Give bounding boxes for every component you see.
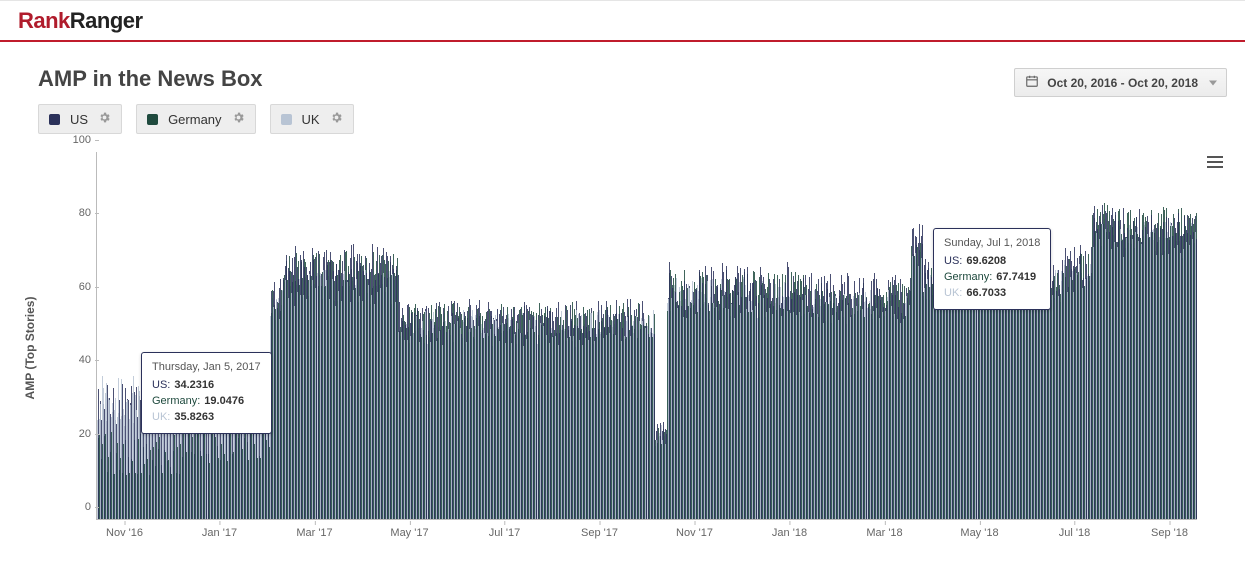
tooltip-row: Germany: 67.7419 (944, 270, 1040, 286)
gear-icon[interactable] (330, 111, 343, 127)
x-tick: Jul '18 (1059, 527, 1090, 539)
x-tick: May '18 (960, 527, 998, 539)
x-tick: Mar '17 (296, 527, 332, 539)
tooltip: Thursday, Jan 5, 2017 US: 34.2316Germany:… (141, 352, 272, 434)
chart: AMP (Top Stories) 020406080100Nov '16Jan… (38, 148, 1227, 548)
tooltip-row: UK: 35.8263 (152, 410, 261, 426)
tooltip-row: US: 34.2316 (152, 378, 261, 394)
tooltip-row: UK: 66.7033 (944, 286, 1040, 302)
y-tick: 60 (63, 281, 91, 293)
legend-label-uk: UK (302, 112, 320, 127)
legend-swatch-uk (281, 114, 292, 125)
x-tick: Sep '17 (581, 527, 618, 539)
x-tick: Jan '17 (202, 527, 237, 539)
x-tick: Jan '18 (772, 527, 807, 539)
tooltip-row: US: 69.6208 (944, 254, 1040, 270)
tooltip-row: Germany: 19.0476 (152, 394, 261, 410)
x-tick: Jul '17 (489, 527, 520, 539)
y-tick: 100 (63, 134, 91, 146)
bar-us (1196, 239, 1197, 519)
x-tick: Sep '18 (1151, 527, 1188, 539)
x-tick: May '17 (390, 527, 428, 539)
tooltip-date: Thursday, Jan 5, 2017 (152, 360, 261, 376)
brand-part2: Ranger (70, 8, 143, 33)
x-tick: Nov '16 (106, 527, 143, 539)
legend-label-germany: Germany (168, 112, 221, 127)
legend-chip-uk[interactable]: UK (270, 104, 354, 134)
x-tick: Nov '17 (676, 527, 713, 539)
date-range-picker[interactable]: Oct 20, 2016 - Oct 20, 2018 (1014, 68, 1227, 97)
y-tick: 20 (63, 428, 91, 440)
brand-logo: RankRanger (18, 8, 143, 34)
topbar: RankRanger (0, 0, 1245, 42)
tooltip: Sunday, Jul 1, 2018 US: 69.6208Germany: 6… (933, 228, 1051, 310)
y-tick: 40 (63, 354, 91, 366)
chart-menu-button[interactable] (1207, 156, 1223, 168)
legend-swatch-us (49, 114, 60, 125)
x-tick: Mar '18 (866, 527, 902, 539)
calendar-icon (1025, 74, 1039, 91)
legend-label-us: US (70, 112, 88, 127)
date-range-label: Oct 20, 2016 - Oct 20, 2018 (1047, 76, 1198, 90)
y-tick: 80 (63, 207, 91, 219)
tooltip-date: Sunday, Jul 1, 2018 (944, 236, 1040, 252)
legend-swatch-germany (147, 114, 158, 125)
legend-chip-germany[interactable]: Germany (136, 104, 255, 134)
legend: US Germany UK (0, 104, 1245, 148)
gear-icon[interactable] (98, 111, 111, 127)
bars-layer (97, 152, 1197, 519)
y-axis-title: AMP (Top Stories) (23, 297, 37, 400)
legend-chip-us[interactable]: US (38, 104, 122, 134)
brand-part1: Rank (18, 8, 70, 33)
plot-area: 020406080100Nov '16Jan '17Mar '17May '17… (96, 152, 1197, 520)
gear-icon[interactable] (232, 111, 245, 127)
y-tick: 0 (63, 501, 91, 513)
